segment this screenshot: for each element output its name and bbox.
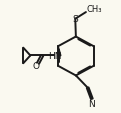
- Text: S: S: [72, 15, 78, 24]
- Text: CH₃: CH₃: [87, 5, 102, 14]
- Text: N: N: [88, 99, 95, 108]
- Text: HN: HN: [48, 52, 62, 60]
- Text: O: O: [33, 61, 40, 70]
